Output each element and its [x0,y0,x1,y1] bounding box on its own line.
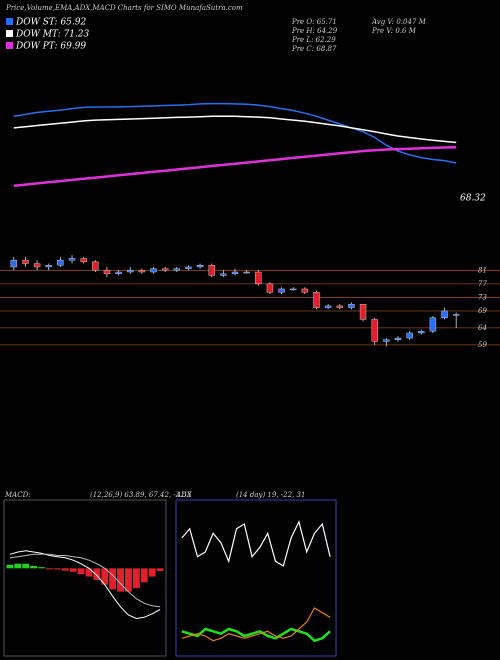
candle-body [115,271,122,274]
y-tick-label: 59 [478,341,487,349]
ema-line [13,115,457,144]
y-tick-label: 64 [478,324,487,332]
candle-body [150,268,157,273]
histogram-bar [77,568,85,575]
histogram-bar [6,564,14,569]
candle-body [394,337,402,340]
histogram-bar [101,568,109,585]
chart-title: Price,Volume,EMA,ADX,MACD Charts for SIM… [5,4,243,12]
candle-body [383,339,390,342]
legend-swatch [6,42,13,49]
candle-body [80,258,87,263]
histogram-bar [140,568,148,583]
candle-body [231,271,239,274]
candle-body [92,261,99,271]
legend-label: DOW ST: 65.92 [15,18,86,28]
candle-body [173,268,180,271]
histogram-bar [61,568,69,571]
stat: Avg V: 0.047 M [371,18,427,26]
candle-body [418,331,425,334]
y-tick-label: 81 [478,266,487,274]
histogram-bar [85,568,93,577]
ema-line [13,102,457,164]
adx-title: ADX [175,491,193,499]
candle-body [371,319,378,342]
histogram-bar [93,568,101,580]
candle-body [45,265,52,268]
y-tick-label: 69 [478,307,487,315]
legend-swatch [6,18,13,25]
macd-line [9,550,161,620]
price-label: 68.32 [460,194,486,204]
candle-body [406,332,413,339]
candle-body [324,305,332,308]
stat: Pre C: 68.87 [291,45,337,53]
adx-line [181,627,331,643]
ema-line [13,145,457,187]
candle-body [278,288,285,293]
candle-body [127,270,134,273]
y-tick-label: 73 [478,293,487,301]
candle-body [196,265,204,268]
candle-body [68,258,76,261]
y-tick-label: 77 [478,280,487,288]
candle-body [138,270,146,273]
candle-body [208,265,215,276]
histogram-bar [132,568,140,589]
candle-body [290,288,297,291]
histogram-bar [156,568,164,572]
candle-body [161,268,169,271]
histogram-bar [117,568,124,592]
histogram-bar [30,566,38,569]
legend-label: DOW PT: 69.99 [15,42,86,52]
candle-body [255,271,262,285]
histogram-bar [109,568,117,590]
histogram-bar [14,563,22,569]
stat: Pre L: 62.29 [291,36,336,44]
candle-body [313,292,320,308]
candle-body [348,303,355,308]
histogram-bar [46,568,53,570]
histogram-bar [53,568,61,570]
stat: Pre O: 65.71 [291,18,337,26]
candle-body [22,259,29,264]
candle-body [301,288,309,293]
legend-swatch [6,30,13,37]
histogram-bar [22,563,30,569]
candle-body [220,273,227,276]
candle-body [441,310,448,318]
candle-body [452,314,460,316]
histogram-bar [148,568,156,577]
histogram-bar [38,567,45,569]
candle-body [10,259,18,268]
adx-subtitle: (14 day) 19, -22, 31 [236,491,305,499]
candle-body [103,270,111,274]
candle-body [57,259,64,266]
candle-body [185,266,192,269]
macd-subtitle: (12,26,9) 63.89, 67.42, -3.53 [90,491,192,499]
macd-line [9,553,161,608]
stat: Pre V: 0.6 M [371,27,417,35]
legend-label: DOW MT: 71.23 [15,30,90,40]
adx-line [181,607,331,642]
candle-body [266,283,274,293]
histogram-bar [125,568,132,592]
candle-body [243,271,250,274]
histogram-bar [69,568,77,572]
candle-body [33,263,41,268]
stat: Pre H: 64.29 [291,27,338,35]
adx-line [181,519,331,567]
candle-body [359,303,367,320]
macd-title: MACD: [4,491,31,499]
candle-body [429,317,437,332]
candle-body [336,305,343,308]
